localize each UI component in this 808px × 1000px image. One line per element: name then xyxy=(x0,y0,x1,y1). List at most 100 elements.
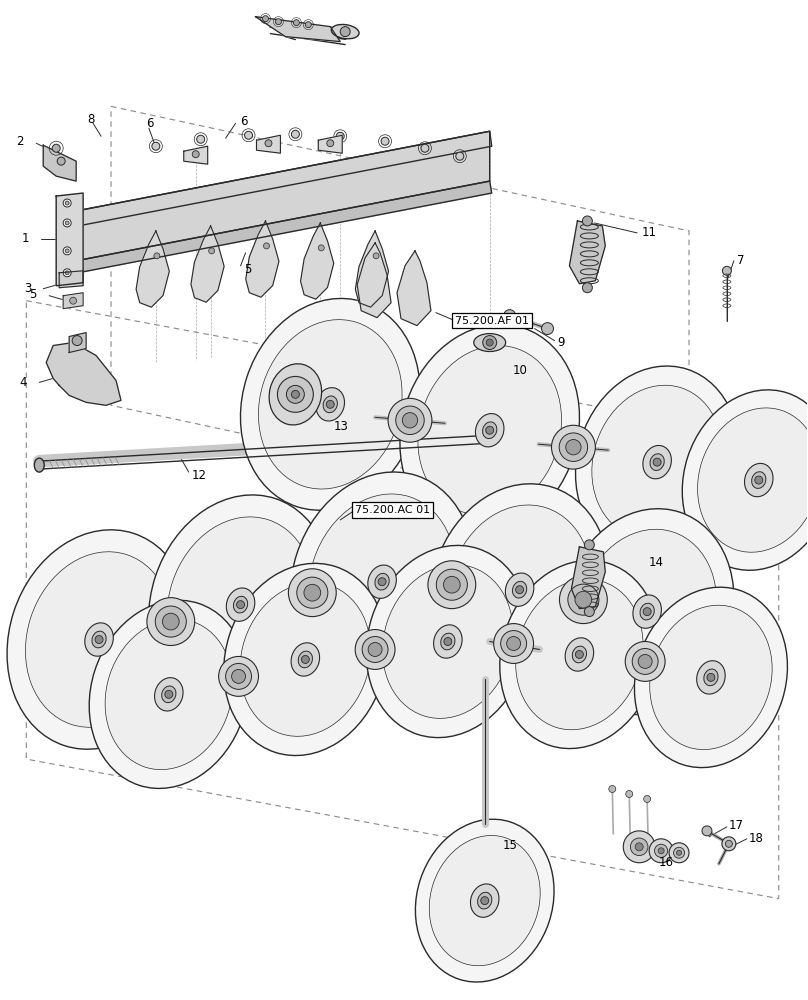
Circle shape xyxy=(644,795,650,802)
Circle shape xyxy=(630,838,648,856)
Circle shape xyxy=(625,642,665,681)
Ellipse shape xyxy=(89,600,248,788)
Circle shape xyxy=(232,669,246,683)
Circle shape xyxy=(541,323,553,335)
Circle shape xyxy=(63,219,71,227)
Polygon shape xyxy=(76,131,492,226)
Circle shape xyxy=(726,840,732,847)
Ellipse shape xyxy=(167,517,314,692)
Circle shape xyxy=(192,151,200,158)
Ellipse shape xyxy=(500,560,659,749)
Circle shape xyxy=(552,425,595,469)
Circle shape xyxy=(436,569,467,600)
Circle shape xyxy=(65,249,69,253)
Ellipse shape xyxy=(269,364,322,425)
Circle shape xyxy=(326,140,334,147)
Ellipse shape xyxy=(470,884,499,917)
Circle shape xyxy=(653,458,661,466)
Circle shape xyxy=(225,663,251,689)
Polygon shape xyxy=(63,293,83,309)
Ellipse shape xyxy=(149,495,333,714)
Text: 17: 17 xyxy=(729,819,744,832)
Text: 3: 3 xyxy=(24,282,32,295)
Ellipse shape xyxy=(643,445,671,479)
Text: 16: 16 xyxy=(659,856,674,869)
Ellipse shape xyxy=(512,581,527,598)
Circle shape xyxy=(57,157,65,165)
Ellipse shape xyxy=(224,563,387,756)
Circle shape xyxy=(584,607,595,617)
Circle shape xyxy=(297,577,328,608)
Ellipse shape xyxy=(561,509,734,715)
Polygon shape xyxy=(57,193,83,286)
Circle shape xyxy=(632,648,659,674)
Ellipse shape xyxy=(7,530,191,749)
Ellipse shape xyxy=(415,819,554,982)
Circle shape xyxy=(368,643,382,656)
Circle shape xyxy=(288,569,336,617)
Ellipse shape xyxy=(323,396,338,413)
Circle shape xyxy=(292,130,299,138)
Circle shape xyxy=(481,897,489,905)
Ellipse shape xyxy=(650,454,664,470)
Circle shape xyxy=(623,831,655,863)
Ellipse shape xyxy=(696,661,726,694)
Circle shape xyxy=(722,266,731,275)
Polygon shape xyxy=(356,231,389,307)
Polygon shape xyxy=(76,131,490,261)
Ellipse shape xyxy=(633,595,662,628)
Ellipse shape xyxy=(331,24,359,39)
Ellipse shape xyxy=(366,545,529,738)
Text: 11: 11 xyxy=(642,226,656,239)
Circle shape xyxy=(63,199,71,207)
Circle shape xyxy=(336,132,344,140)
Ellipse shape xyxy=(430,484,609,696)
Circle shape xyxy=(702,826,712,836)
Circle shape xyxy=(503,310,516,322)
Circle shape xyxy=(584,540,595,550)
Ellipse shape xyxy=(744,463,773,497)
Ellipse shape xyxy=(226,588,255,621)
Ellipse shape xyxy=(434,625,462,658)
Circle shape xyxy=(559,576,608,624)
Circle shape xyxy=(444,576,461,593)
Ellipse shape xyxy=(650,605,772,750)
Text: 13: 13 xyxy=(333,420,348,433)
Ellipse shape xyxy=(105,619,233,770)
Circle shape xyxy=(608,786,616,792)
Text: 7: 7 xyxy=(737,254,744,267)
Text: 1: 1 xyxy=(22,232,29,245)
Circle shape xyxy=(72,336,82,346)
Polygon shape xyxy=(183,146,208,164)
Circle shape xyxy=(421,144,429,152)
Text: 8: 8 xyxy=(87,113,95,126)
Polygon shape xyxy=(59,271,83,288)
Ellipse shape xyxy=(640,603,654,620)
Circle shape xyxy=(649,839,673,863)
Polygon shape xyxy=(318,135,343,153)
Circle shape xyxy=(396,406,424,435)
Circle shape xyxy=(482,336,497,350)
Ellipse shape xyxy=(25,552,173,727)
Text: 14: 14 xyxy=(649,556,664,569)
Polygon shape xyxy=(76,181,492,273)
Polygon shape xyxy=(301,223,334,299)
Text: 5: 5 xyxy=(245,263,252,276)
Circle shape xyxy=(456,152,464,160)
Circle shape xyxy=(486,426,494,434)
Circle shape xyxy=(53,144,60,152)
Polygon shape xyxy=(69,333,86,353)
Ellipse shape xyxy=(697,408,808,552)
Ellipse shape xyxy=(565,638,594,671)
Circle shape xyxy=(575,650,583,658)
Ellipse shape xyxy=(578,529,717,694)
Ellipse shape xyxy=(478,892,492,909)
Circle shape xyxy=(388,398,432,442)
Ellipse shape xyxy=(154,678,183,711)
Text: 15: 15 xyxy=(503,839,518,852)
Ellipse shape xyxy=(682,390,808,570)
Circle shape xyxy=(654,844,667,857)
Circle shape xyxy=(583,283,592,293)
Circle shape xyxy=(305,22,311,28)
Circle shape xyxy=(245,131,253,139)
